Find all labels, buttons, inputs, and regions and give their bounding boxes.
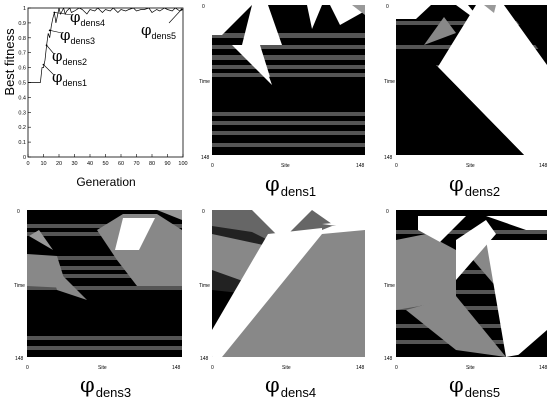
d2-site-label: Site bbox=[466, 163, 475, 169]
x-axis-label: Generation bbox=[76, 175, 135, 189]
d5-time-end: 148 bbox=[384, 356, 393, 362]
y-tick-label: 0.7 bbox=[18, 51, 26, 57]
d5-site-start: 0 bbox=[386, 209, 389, 215]
caption-dens2-phi: φ bbox=[449, 172, 464, 196]
diagram-dens1-image bbox=[212, 5, 365, 155]
caption-dens2-sub: dens2 bbox=[464, 184, 501, 199]
caption-dens1-sub: dens1 bbox=[280, 184, 317, 199]
y-tick-label: 0.6 bbox=[18, 66, 26, 72]
annotation-arrow bbox=[43, 64, 55, 76]
annotation-arrow bbox=[54, 12, 73, 16]
d2-time-end: 148 bbox=[384, 155, 393, 161]
caption-dens3: φdens3 bbox=[80, 373, 132, 400]
caption-dens3-sub: dens3 bbox=[95, 385, 132, 400]
spacetime-diagram-dens2 bbox=[396, 5, 547, 155]
d1-time-label: Time bbox=[199, 79, 210, 85]
x-tick-label: 30 bbox=[71, 161, 77, 167]
spacetime-diagram-dens3 bbox=[27, 210, 182, 357]
x-tick-label: 60 bbox=[118, 161, 124, 167]
plot-frame bbox=[27, 7, 184, 158]
y-tick-label: 0.8 bbox=[18, 36, 26, 42]
d5-site-label: Site bbox=[466, 365, 475, 371]
caption-dens1: φdens1 bbox=[265, 172, 317, 199]
d3-site-start: 0 bbox=[17, 209, 20, 215]
x-tick-label: 80 bbox=[149, 161, 155, 167]
caption-dens5: φdens5 bbox=[449, 373, 501, 400]
diagram-dens5-image bbox=[396, 210, 547, 357]
y-tick-label: 0.5 bbox=[18, 81, 26, 87]
annotation-arrowhead bbox=[53, 11, 56, 14]
y-tick-label: 0 bbox=[23, 155, 26, 161]
caption-dens1-phi: φ bbox=[265, 172, 280, 196]
d3-site-label: Site bbox=[98, 365, 107, 371]
y-tick-label: 0.3 bbox=[18, 110, 26, 116]
d2-site-start: 0 bbox=[386, 4, 389, 10]
spacetime-diagram-dens1 bbox=[212, 5, 365, 155]
d1-site-end: 148 bbox=[356, 163, 365, 169]
y-tick-label: 0.4 bbox=[18, 95, 26, 101]
d4-site-zero: 0 bbox=[211, 365, 214, 371]
d1-site-zero: 0 bbox=[211, 163, 214, 169]
x-tick-label: 70 bbox=[133, 161, 139, 167]
d3-site-end: 148 bbox=[172, 365, 181, 371]
d2-site-zero: 0 bbox=[395, 163, 398, 169]
y-tick-label: 0.9 bbox=[18, 21, 26, 27]
annotation-arrowhead bbox=[48, 29, 51, 32]
caption-dens5-phi: φ bbox=[449, 373, 464, 397]
caption-dens4-phi: φ bbox=[265, 373, 280, 397]
fitness-plot: 0 0.1 0.2 0.3 0.4 0.5 0.6 0.7 0.8 0.9 1 0 10 20 30 40 5… bbox=[2, 6, 188, 189]
x-ticks: 0 10 20 30 40 50 60 70 80 90 100 bbox=[26, 154, 188, 167]
x-tick-label: 50 bbox=[102, 161, 108, 167]
annotation-arrowhead bbox=[180, 8, 183, 11]
d3-time-end: 148 bbox=[15, 356, 24, 362]
d3-site-zero: 0 bbox=[26, 365, 29, 371]
d4-site-start: 0 bbox=[202, 209, 205, 215]
caption-dens2: φdens2 bbox=[449, 172, 501, 199]
fitness-series-line bbox=[28, 8, 183, 83]
y-tick-label: 1 bbox=[23, 6, 26, 12]
d1-site-start: 0 bbox=[202, 4, 205, 10]
d4-site-label: Site bbox=[282, 365, 291, 371]
diagram-dens4-image bbox=[212, 210, 365, 357]
caption-dens4-sub: dens4 bbox=[280, 385, 317, 400]
spacetime-diagram-dens5 bbox=[396, 210, 547, 357]
annotation-arrow bbox=[46, 45, 55, 55]
d2-site-end: 148 bbox=[539, 163, 548, 169]
d3-time-label: Time bbox=[14, 283, 25, 289]
x-tick-label: 20 bbox=[56, 161, 62, 167]
diagram-dens2-image bbox=[396, 5, 547, 155]
y-axis-label: Best fitness bbox=[2, 28, 17, 96]
caption-dens5-sub: dens5 bbox=[464, 385, 501, 400]
x-tick-label: 100 bbox=[178, 161, 187, 167]
diagram-dens3-image bbox=[27, 210, 182, 357]
d5-time-label: Time bbox=[384, 283, 395, 289]
caption-dens4: φdens4 bbox=[265, 373, 317, 400]
y-tick-label: 0.1 bbox=[18, 140, 26, 146]
annotation-arrowhead bbox=[42, 63, 45, 66]
x-tick-label: 0 bbox=[26, 161, 29, 167]
x-tick-label: 10 bbox=[40, 161, 46, 167]
d4-site-end: 148 bbox=[356, 365, 365, 371]
d5-site-zero: 0 bbox=[395, 365, 398, 371]
d4-time-label: Time bbox=[199, 283, 210, 289]
spacetime-diagram-dens4 bbox=[212, 210, 365, 357]
x-tick-label: 40 bbox=[87, 161, 93, 167]
d4-time-end: 148 bbox=[200, 356, 209, 362]
annotation-arrowhead bbox=[45, 44, 48, 47]
caption-dens3-phi: φ bbox=[80, 373, 95, 397]
d1-time-end: 148 bbox=[201, 155, 210, 161]
d5-site-end: 148 bbox=[539, 365, 548, 371]
d2-time-label: Time bbox=[384, 79, 395, 85]
annotation-arrow bbox=[49, 30, 63, 34]
y-tick-label: 0.2 bbox=[18, 125, 26, 131]
x-tick-label: 90 bbox=[164, 161, 170, 167]
annotation-arrow bbox=[168, 9, 182, 24]
d1-site-label: Site bbox=[281, 163, 290, 169]
